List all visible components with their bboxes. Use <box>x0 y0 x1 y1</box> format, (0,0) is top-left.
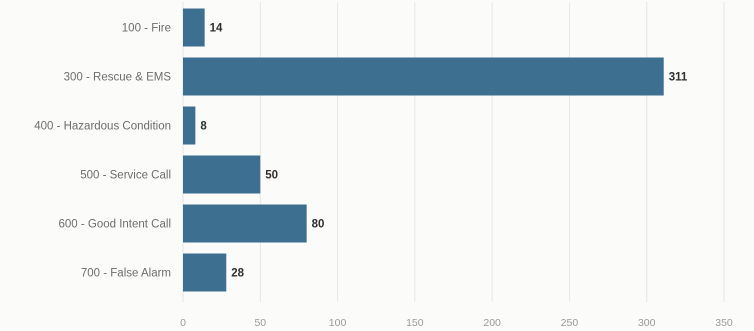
bar <box>183 253 227 292</box>
x-tick-label: 50 <box>254 317 266 329</box>
value-label: 28 <box>231 268 244 280</box>
x-tick-label: 350 <box>715 317 733 329</box>
value-label: 50 <box>265 170 278 182</box>
value-label: 80 <box>312 219 325 231</box>
x-tick-label: 100 <box>329 317 347 329</box>
bar <box>183 155 261 194</box>
value-label: 14 <box>210 23 223 35</box>
category-label: 300 - Rescue & EMS <box>64 72 172 84</box>
bars <box>183 8 664 292</box>
labels: 0 50 100 150 200 250 300 350 100 - Fire 14 300 - R… <box>34 23 733 330</box>
x-tick-label: 150 <box>406 317 424 329</box>
x-tick-label: 250 <box>561 317 579 329</box>
bar <box>183 8 205 47</box>
bar <box>183 57 664 96</box>
category-label: 500 - Service Call <box>80 170 171 182</box>
x-tick-label: 300 <box>638 317 656 329</box>
value-label: 8 <box>200 121 207 133</box>
bar <box>183 204 307 243</box>
grid <box>182 2 725 302</box>
x-tick-label: 200 <box>483 317 501 329</box>
value-label: 311 <box>669 72 688 84</box>
category-label: 100 - Fire <box>122 23 171 35</box>
category-label: 600 - Good Intent Call <box>58 219 171 231</box>
bar <box>183 106 196 145</box>
category-label: 400 - Hazardous Condition <box>34 121 171 133</box>
category-label: 700 - False Alarm <box>81 268 171 280</box>
x-tick-label: 0 <box>180 317 186 329</box>
